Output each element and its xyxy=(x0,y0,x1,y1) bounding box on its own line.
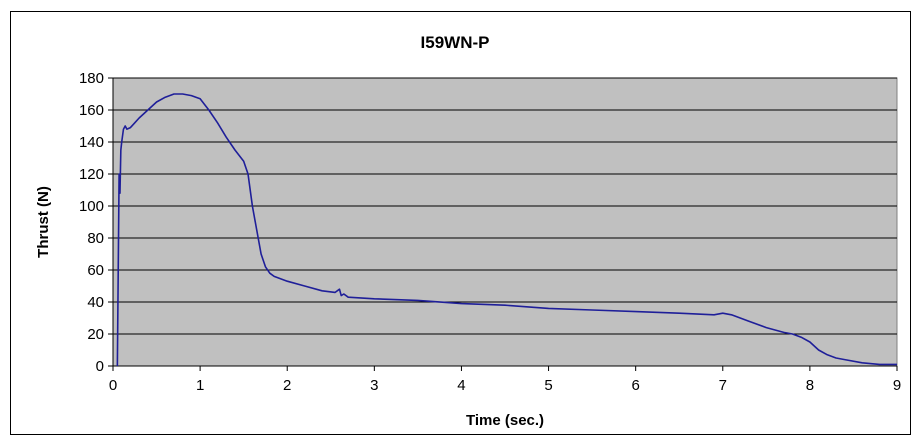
y-tick-label: 20 xyxy=(87,326,104,343)
y-tick-label: 160 xyxy=(79,102,104,119)
y-axis-label: Thrust (N) xyxy=(35,186,52,258)
chart-title: I59WN-P xyxy=(421,33,490,52)
y-tick-label: 120 xyxy=(79,166,104,183)
thrust-series-line xyxy=(116,93,897,367)
thrust-chart: I59WN-P 0 20 40 60 80 100 120 140 160 180 0 1 2 3 4 5 6… xyxy=(35,33,901,429)
x-tick-label: 8 xyxy=(806,377,814,394)
y-axis: 0 20 40 60 80 100 120 140 160 180 xyxy=(79,70,114,375)
y-tick-label: 0 xyxy=(96,358,104,375)
y-tick-label: 100 xyxy=(79,198,104,215)
y-tick-label: 180 xyxy=(79,70,104,87)
x-tick-label: 4 xyxy=(457,377,465,394)
y-tick-label: 40 xyxy=(87,294,104,311)
chart-frame: I59WN-P 0 20 40 60 80 100 120 140 160 180 0 1 2 3 4 5 6… xyxy=(10,11,911,435)
y-tick-label: 80 xyxy=(87,230,104,247)
x-tick-label: 6 xyxy=(631,377,639,394)
x-tick-label: 0 xyxy=(109,377,117,394)
x-axis-label: Time (sec.) xyxy=(466,412,544,429)
x-tick-label: 2 xyxy=(283,377,291,394)
x-tick-label: 9 xyxy=(893,377,901,394)
x-tick-label: 1 xyxy=(196,377,204,394)
plot-area xyxy=(112,77,898,367)
gridlines xyxy=(113,77,897,335)
x-tick-label: 3 xyxy=(370,377,378,394)
x-tick-label: 5 xyxy=(544,377,552,394)
x-axis: 0 1 2 3 4 5 6 7 8 9 xyxy=(109,365,901,394)
y-tick-label: 60 xyxy=(87,262,104,279)
y-tick-label: 140 xyxy=(79,134,104,151)
x-tick-label: 7 xyxy=(719,377,727,394)
